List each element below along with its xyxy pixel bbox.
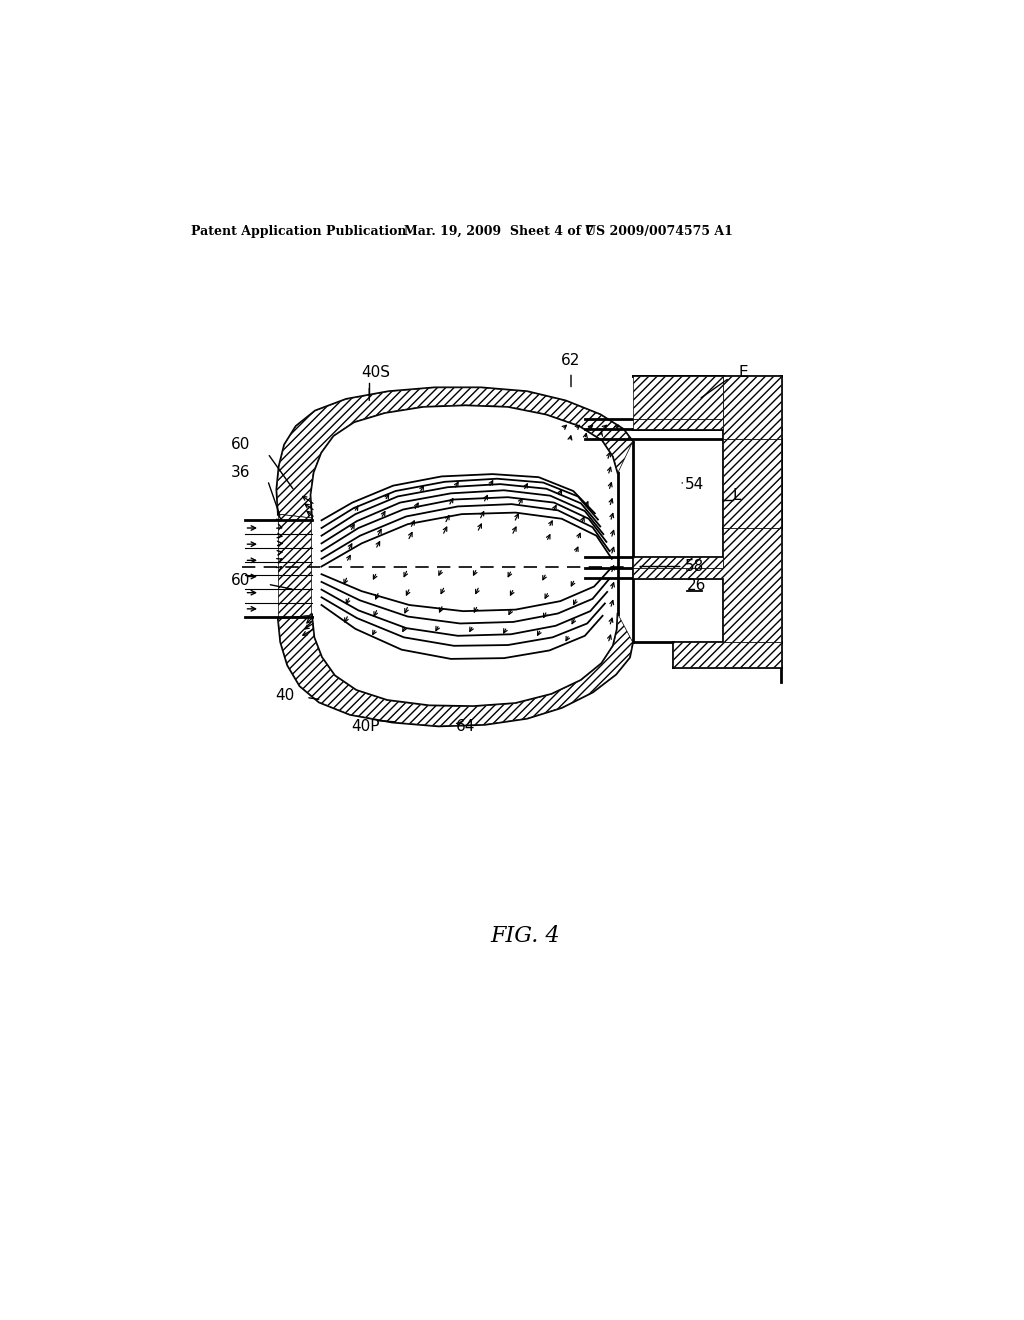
Text: 64: 64 (456, 719, 475, 734)
Polygon shape (279, 614, 633, 726)
Text: 40P: 40P (351, 719, 380, 734)
Polygon shape (279, 515, 311, 619)
Text: L: L (733, 488, 741, 503)
Text: Mar. 19, 2009  Sheet 4 of 7: Mar. 19, 2009 Sheet 4 of 7 (403, 224, 594, 238)
Polygon shape (633, 557, 724, 568)
Text: 26: 26 (686, 578, 706, 593)
Text: 36: 36 (230, 465, 250, 480)
Text: 62: 62 (561, 354, 581, 368)
Polygon shape (724, 376, 781, 440)
Text: 58: 58 (685, 558, 705, 574)
Polygon shape (724, 440, 781, 528)
Text: US 2009/0074575 A1: US 2009/0074575 A1 (585, 224, 733, 238)
Text: 40: 40 (275, 688, 295, 704)
Text: 54: 54 (685, 477, 705, 491)
Polygon shape (633, 528, 781, 642)
Text: FIG. 4: FIG. 4 (490, 925, 559, 948)
Text: 60: 60 (230, 437, 250, 453)
Text: 40S: 40S (360, 364, 390, 380)
Polygon shape (276, 388, 633, 517)
Text: 60: 60 (230, 573, 250, 587)
Text: Patent Application Publication: Patent Application Publication (190, 224, 407, 238)
Polygon shape (633, 376, 724, 418)
Polygon shape (633, 418, 724, 429)
Polygon shape (674, 642, 781, 667)
Text: E: E (739, 364, 749, 380)
